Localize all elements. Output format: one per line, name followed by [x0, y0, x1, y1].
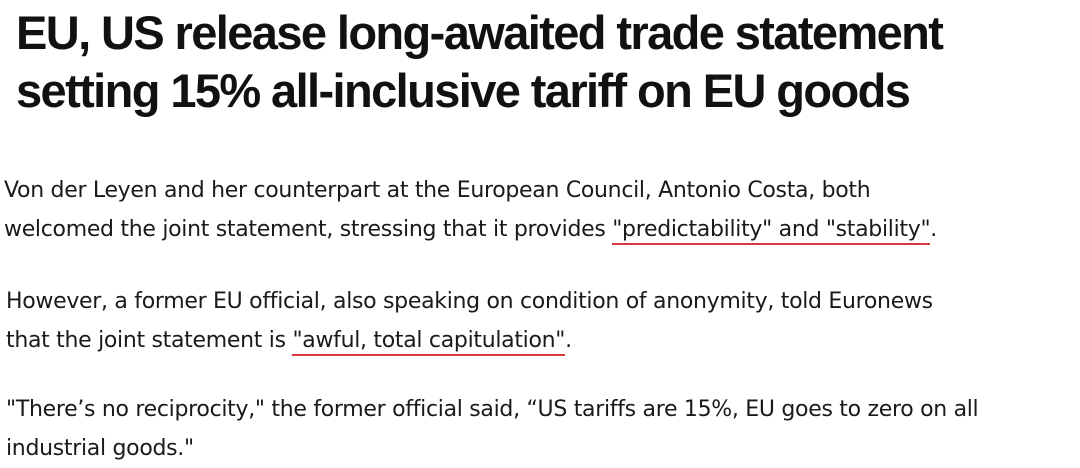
paragraph-2-line-2: that the joint statement is "awful, tota… — [6, 321, 1076, 360]
paragraph-2-text: that the joint statement is — [6, 328, 293, 353]
headline-line-2: setting 15% all-inclusive tariff on EU g… — [16, 64, 911, 117]
paragraph-3: "There’s no reciprocity," the former off… — [6, 390, 1076, 468]
paragraph-1-line-1: Von der Leyen and her counterpart at the… — [4, 178, 871, 203]
paragraph-1: Von der Leyen and her counterpart at the… — [4, 171, 1074, 249]
article-headline: EU, US release long-awaited trade statem… — [16, 4, 1076, 120]
paragraph-2-line-1: However, a former EU official, also spea… — [6, 289, 933, 314]
paragraph-1-period: . — [930, 217, 937, 242]
paragraph-2: However, a former EU official, also spea… — [6, 282, 1076, 360]
paragraph-1-line-2: welcomed the joint statement, stressing … — [4, 210, 1074, 249]
paragraph-1-text: welcomed the joint statement, stressing … — [4, 217, 613, 242]
headline-line-1: EU, US release long-awaited trade statem… — [16, 6, 944, 59]
paragraph-3-line-2: industrial goods." — [6, 436, 194, 461]
underlined-quote-predictability-stability: "predictability" and "stability" — [612, 217, 931, 245]
paragraph-3-line-1: "There’s no reciprocity," the former off… — [6, 397, 979, 422]
underlined-quote-total-capitulation: "awful, total capitulation" — [292, 328, 565, 356]
paragraph-2-period: . — [565, 328, 572, 353]
